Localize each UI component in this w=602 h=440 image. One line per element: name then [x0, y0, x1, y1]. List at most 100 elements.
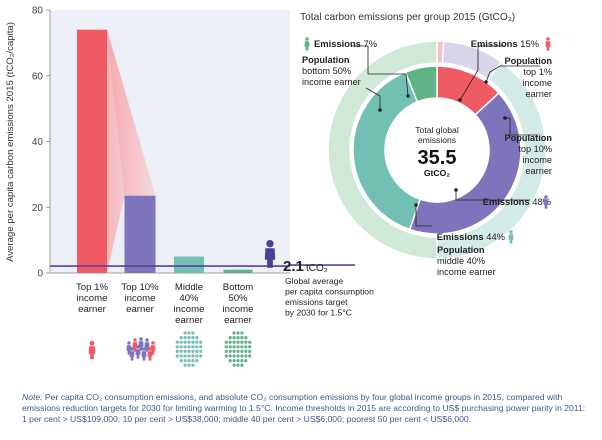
crowd-dot — [232, 336, 236, 340]
reference-caption: by 2030 for 1.5°C — [285, 308, 352, 318]
crowd-dot — [228, 340, 232, 344]
crowd-dot — [236, 363, 240, 367]
person-head — [127, 341, 131, 345]
crowd-dot — [232, 331, 236, 335]
crowd-dot — [240, 345, 244, 349]
population-label: income earner — [302, 77, 361, 87]
bar-chart: 0 20 40 60 80 Average per capita carbon emiss… — [5, 6, 374, 367]
person-body — [264, 248, 276, 268]
crowd-dot — [187, 331, 191, 335]
emissions-label-pct: 15% — [518, 38, 539, 49]
crowd-dot — [183, 340, 187, 344]
crowd-dot — [232, 359, 236, 363]
crowd-dot — [179, 349, 183, 353]
emissions-label-pct: 48% — [530, 196, 551, 207]
person-body — [508, 234, 514, 244]
population-label: earner — [525, 89, 552, 99]
person-head — [130, 347, 134, 351]
crowd-dot — [199, 345, 203, 349]
population-label: income — [522, 78, 552, 88]
crowd-dot — [240, 336, 244, 340]
emissions-label-pct: 7% — [361, 38, 377, 49]
person-icon — [135, 345, 141, 359]
crowd-dot — [183, 345, 187, 349]
population-label: income — [522, 155, 552, 165]
footnote: Note: Per capita CO₂ consumption emissio… — [22, 392, 588, 426]
crowd-dot — [240, 349, 244, 353]
person-icon — [543, 195, 549, 209]
x-tick-label: Top 10% — [121, 282, 159, 293]
leader-dot — [503, 116, 507, 120]
leader-dot — [406, 94, 410, 98]
center-label: emissions — [418, 135, 456, 145]
crowd-dot — [244, 336, 248, 340]
reference-unit: tCO₂ — [306, 263, 328, 274]
crowd-dot — [187, 363, 191, 367]
crowd-dot — [236, 359, 240, 363]
person-body — [545, 41, 551, 51]
crowd-dot — [179, 359, 183, 363]
person-body — [543, 199, 549, 209]
crowd-dot — [240, 359, 244, 363]
emissions-slice — [404, 65, 438, 103]
connector-cone — [107, 29, 156, 273]
leader-line — [352, 45, 409, 97]
x-tick-label: earner — [126, 304, 155, 315]
y-tick-label: 20 — [32, 203, 44, 214]
crowd-dot — [228, 349, 232, 353]
crowd-dot — [236, 331, 240, 335]
x-tick-label: earner — [175, 315, 204, 326]
leader-dot — [454, 188, 458, 192]
crowd-dot — [191, 340, 195, 344]
crowd-dot — [244, 354, 248, 358]
person-head — [151, 341, 155, 345]
person-head — [139, 337, 143, 341]
emissions-label-bold: Emissions — [471, 38, 518, 49]
crowd-dot — [195, 336, 199, 340]
crowd-dot — [195, 349, 199, 353]
crowd-dot — [224, 345, 228, 349]
emissions-label: Emissions 15% — [471, 38, 539, 49]
x-tick-label: income — [223, 304, 254, 315]
person-group-icon — [126, 337, 156, 361]
crowd-dot — [248, 354, 252, 358]
crowd-dot — [187, 340, 191, 344]
emissions-label: Emissions 7% — [314, 38, 377, 49]
emissions-label-bold: Emissions — [483, 196, 530, 207]
person-head — [544, 195, 548, 199]
emissions-label: Emissions 48% — [483, 196, 551, 207]
x-tick-label: earner — [224, 315, 253, 326]
person-icon — [88, 340, 96, 359]
crowd-dot — [191, 336, 195, 340]
crowd-dot — [236, 349, 240, 353]
crowd-dot — [187, 349, 191, 353]
crowd-dot — [224, 354, 228, 358]
population-label: Population — [505, 133, 553, 143]
reference-caption: per capita consumption — [285, 287, 374, 297]
person-icon — [508, 230, 514, 244]
crowd-dot — [232, 340, 236, 344]
crowd-dot — [183, 359, 187, 363]
y-tick-label: 0 — [37, 269, 43, 280]
crowd-dot — [232, 345, 236, 349]
crowd-dot — [191, 349, 195, 353]
person-icon — [147, 347, 153, 361]
emissions-slice — [352, 71, 422, 231]
center-unit: GtCO₂ — [424, 168, 450, 178]
y-axis-title: Average per capita carbon emissions 2015… — [5, 22, 16, 262]
crowd-dot — [228, 354, 232, 358]
x-tick-label: income — [77, 293, 108, 304]
crowd-dot — [191, 363, 195, 367]
person-head — [133, 338, 137, 342]
population-label: Population — [505, 56, 553, 66]
crowd-dot — [191, 354, 195, 358]
person-icon — [138, 337, 144, 351]
crowd-dot — [175, 349, 179, 353]
population-label: earner — [525, 166, 552, 176]
x-tick-label: income — [125, 293, 156, 304]
crowd-dot — [232, 349, 236, 353]
crowd-dot — [183, 331, 187, 335]
crowd-dot — [228, 359, 232, 363]
donut-title: Total carbon emissions per group 2015 (G… — [300, 12, 515, 23]
person-body — [141, 351, 147, 361]
